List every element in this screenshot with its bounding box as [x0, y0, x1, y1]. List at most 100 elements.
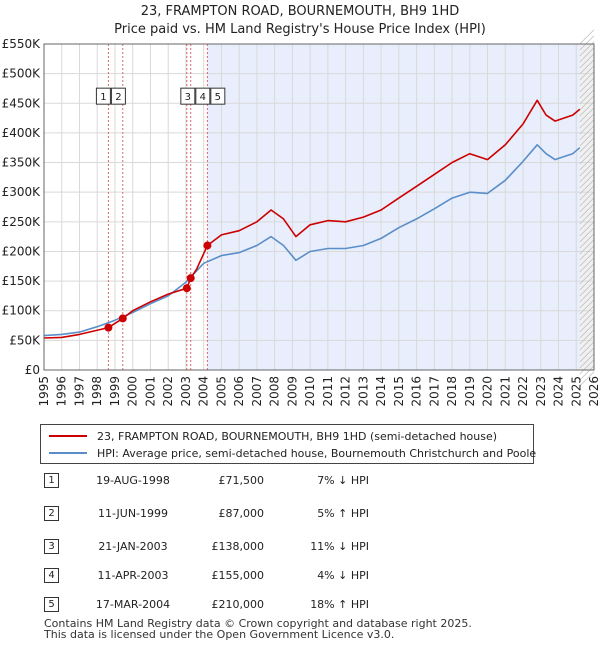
x-tick-label: 2008	[268, 376, 282, 407]
y-tick-label: £100K	[2, 304, 42, 318]
x-tick-label: 2005	[214, 376, 228, 407]
sale-date: 11-APR-2003	[97, 569, 169, 582]
future-hatch-line	[579, 239, 595, 255]
future-hatch-line	[579, 161, 595, 177]
future-hatch-line	[579, 197, 595, 213]
y-tick-label: £550K	[2, 37, 42, 51]
footer: Contains HM Land Registry data © Crown c…	[44, 618, 472, 640]
future-hatch-line	[579, 287, 595, 303]
future-hatch-line	[579, 137, 595, 153]
future-hatch-line	[579, 359, 595, 375]
future-hatch-line	[579, 179, 595, 195]
future-hatch-line	[579, 107, 595, 123]
future-hatch-line	[579, 347, 595, 363]
x-tick-label: 2002	[161, 376, 175, 407]
x-tick-label: 2000	[126, 376, 140, 407]
sale-price: £210,000	[211, 598, 265, 611]
x-tick-label: 2014	[374, 376, 388, 407]
x-tick-label: 1995	[37, 376, 51, 407]
future-hatch-line	[579, 29, 595, 45]
sale-label-box	[195, 87, 211, 105]
sale-hpi-diff: 5% ↑ HPI	[317, 507, 369, 520]
future-hatch-line	[579, 245, 595, 261]
x-tick-label: 1997	[72, 376, 86, 407]
x-tick-label: 2001	[143, 376, 157, 407]
legend-swatch-property	[49, 435, 87, 437]
future-hatch-line	[579, 125, 595, 141]
price-chart: £0 £50K £100K £150K £200K £250K £300K £350K £400…	[2, 29, 600, 407]
sale-date: 17-MAR-2004	[95, 598, 171, 611]
x-tick-label: 1998	[90, 376, 104, 407]
x-tick-label: 2018	[445, 376, 459, 407]
sale-point	[104, 323, 113, 332]
sale-row: 4 11-APR-2003 £155,000 4% ↓ HPI	[44, 568, 464, 584]
future-hatch-line	[579, 311, 595, 327]
x-tick-label: 2007	[250, 376, 264, 407]
future-hatch-line	[579, 203, 595, 219]
x-tick-label: 2021	[498, 376, 512, 407]
sale-number-badge: 4	[44, 568, 59, 583]
x-tick-label: 2011	[321, 376, 335, 407]
sale-hpi-diff: 7% ↓ HPI	[317, 474, 369, 487]
future-hatch-line	[579, 293, 595, 309]
sale-point	[182, 284, 191, 293]
x-tick-label: 2017	[427, 376, 441, 407]
sale-label: 4	[200, 92, 206, 103]
y-tick-label: £350K	[2, 156, 42, 170]
future-hatch-line	[579, 269, 595, 285]
x-tick-label: 2006	[232, 376, 246, 407]
sale-label-box	[95, 87, 111, 105]
sale-label-box	[180, 87, 196, 105]
future-hatch-line	[579, 167, 595, 183]
future-region	[579, 44, 594, 370]
x-tick-label: 2022	[516, 376, 530, 407]
future-hatch-line	[579, 191, 595, 207]
legend-label-hpi: HPI: Average price, semi-detached house,…	[97, 446, 537, 460]
sale-label-box	[110, 87, 126, 105]
sale-hpi-diff: 11% ↓ HPI	[310, 540, 369, 553]
legend-swatch-hpi	[49, 452, 87, 454]
future-hatch-line	[579, 35, 595, 51]
x-tick-label: 2024	[552, 376, 566, 407]
sale-point	[186, 274, 195, 283]
plot-frame	[43, 43, 595, 371]
future-hatch-line	[579, 329, 595, 345]
sale-row: 2 11-JUN-1999 £87,000 5% ↑ HPI	[44, 506, 464, 522]
y-tick-label: £450K	[2, 96, 42, 110]
sale-price: £87,000	[218, 507, 265, 520]
future-hatch-line	[579, 341, 595, 357]
footer-licence: This data is licensed under the Open Gov…	[44, 628, 395, 641]
y-tick-label: £250K	[2, 215, 42, 229]
future-hatch-line	[579, 305, 595, 321]
footer-copyright: Contains HM Land Registry data © Crown c…	[44, 617, 472, 630]
sale-number-badge: 2	[44, 506, 59, 521]
legend-label-property: 23, FRAMPTON ROAD, BOURNEMOUTH, BH9 1HD …	[97, 429, 498, 443]
x-tick-label: 2003	[179, 376, 193, 407]
sale-hpi-diff: 4% ↓ HPI	[317, 569, 369, 582]
future-hatch-line	[579, 59, 595, 75]
series-line	[43, 144, 581, 337]
x-tick-label: 1996	[55, 376, 69, 407]
sale-row: 1 19-AUG-1998 £71,500 7% ↓ HPI	[44, 473, 464, 489]
x-tick-label: 2013	[356, 376, 370, 407]
x-tick-label: 2015	[392, 376, 406, 407]
legend: 23, FRAMPTON ROAD, BOURNEMOUTH, BH9 1HD …	[40, 424, 537, 464]
future-hatch-line	[579, 227, 595, 243]
future-hatch-line	[579, 101, 595, 117]
future-hatch-line	[579, 71, 595, 87]
sale-price: £138,000	[211, 540, 265, 553]
sale-label: 2	[115, 92, 121, 103]
x-tick-label: 2016	[410, 376, 424, 407]
sale-number-badge: 5	[44, 597, 59, 612]
x-tick-label: 2010	[303, 376, 317, 407]
future-hatch-line	[579, 119, 595, 135]
y-tick-label: £0	[25, 363, 40, 377]
future-hatch-line	[579, 83, 595, 99]
future-hatch-line	[579, 371, 595, 387]
future-hatch-line	[579, 281, 595, 297]
sale-price: £155,000	[211, 569, 265, 582]
sale-label-box	[210, 87, 226, 105]
sale-price: £71,500	[218, 474, 265, 487]
legend-item-property: 23, FRAMPTON ROAD, BOURNEMOUTH, BH9 1HD …	[49, 428, 497, 444]
sale-point	[118, 314, 127, 323]
